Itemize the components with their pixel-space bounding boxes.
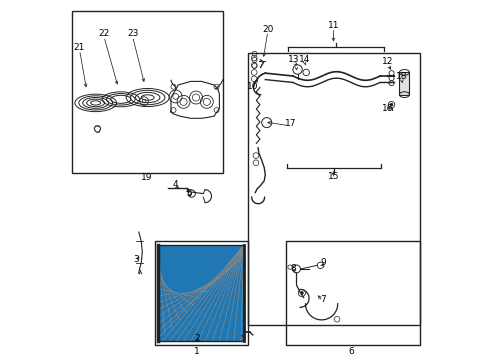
Bar bbox=[285, 241, 419, 345]
Text: 13: 13 bbox=[287, 55, 299, 64]
Text: 2: 2 bbox=[194, 334, 200, 343]
Text: 11: 11 bbox=[327, 21, 339, 30]
Text: 14: 14 bbox=[299, 55, 310, 64]
Text: 10: 10 bbox=[246, 82, 258, 91]
Text: 4: 4 bbox=[172, 180, 178, 189]
Bar bbox=[155, 241, 247, 345]
Text: 6: 6 bbox=[348, 347, 353, 356]
Text: 5: 5 bbox=[185, 189, 191, 198]
Text: 18: 18 bbox=[395, 72, 407, 81]
Bar bbox=[158, 245, 244, 341]
Circle shape bbox=[389, 103, 392, 106]
Text: 12: 12 bbox=[382, 57, 393, 66]
Text: 7: 7 bbox=[319, 294, 325, 303]
Text: 23: 23 bbox=[127, 29, 138, 38]
Text: 8: 8 bbox=[289, 265, 295, 274]
Text: 1: 1 bbox=[194, 347, 200, 356]
Text: 17: 17 bbox=[284, 119, 296, 128]
Text: 19: 19 bbox=[141, 173, 152, 182]
Bar bbox=[247, 53, 419, 325]
Text: 16: 16 bbox=[382, 104, 393, 113]
Circle shape bbox=[300, 292, 303, 294]
Text: 20: 20 bbox=[262, 25, 273, 34]
Text: 22: 22 bbox=[98, 29, 109, 38]
Bar bbox=[399, 72, 408, 95]
Text: 3: 3 bbox=[133, 255, 139, 264]
Bar bbox=[72, 12, 223, 173]
Text: 9: 9 bbox=[320, 258, 325, 267]
Text: 21: 21 bbox=[74, 43, 85, 52]
Text: 15: 15 bbox=[327, 172, 339, 181]
Bar bbox=[158, 245, 244, 341]
